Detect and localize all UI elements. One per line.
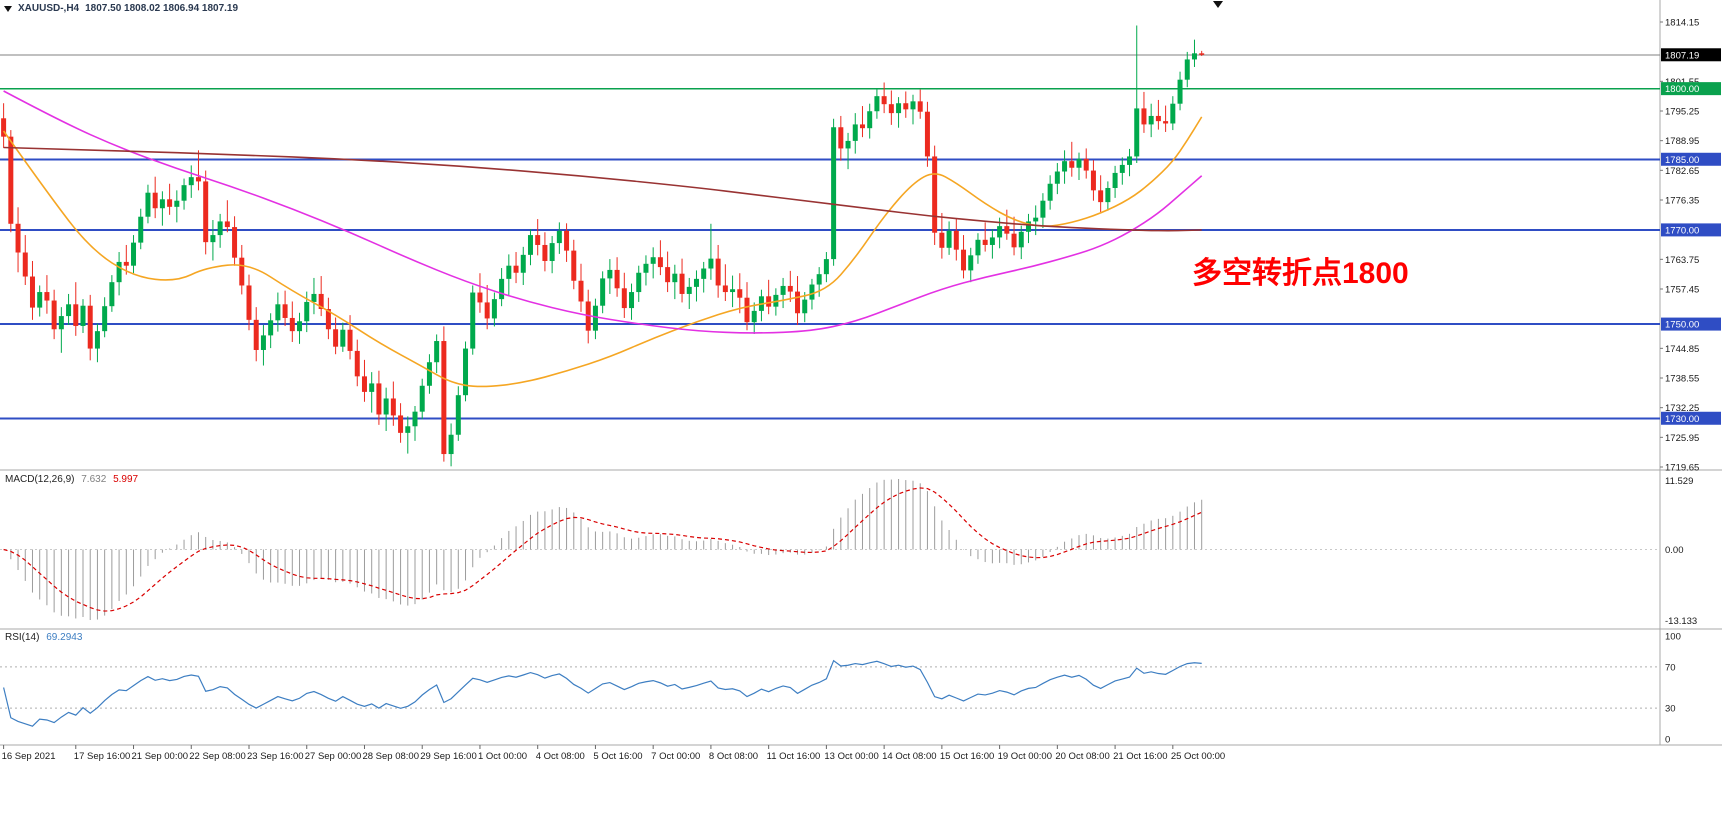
time-label: 11 Oct 16:00 (767, 751, 821, 762)
overlay-ma-fast-orange (2, 116, 1203, 388)
time-label: 25 Oct 00:00 (1171, 751, 1225, 762)
macd-axis-max: 11.529 (1665, 476, 1693, 487)
time-label: 29 Sep 16:00 (420, 751, 477, 762)
price-tag-1807.19 (1661, 48, 1721, 62)
candlesticks (1, 25, 1205, 467)
time-label: 20 Oct 08:00 (1055, 751, 1109, 762)
time-label: 22 Sep 08:00 (189, 751, 246, 762)
chart-annotation-text[interactable]: 多空转折点1800 (1192, 257, 1409, 290)
price-tag-1800.00 (1661, 82, 1721, 96)
chart-title: XAUUSD-,H4 1807.50 1808.02 1806.94 1807.… (4, 3, 238, 14)
price-level-lines[interactable] (0, 87, 1660, 420)
price-tick: 1757.45 (1665, 285, 1699, 296)
macd-main-value: 7.632 (81, 474, 107, 485)
time-label: 21 Sep 00:00 (132, 751, 189, 762)
time-label: 21 Oct 16:00 (1113, 751, 1167, 762)
price-tag-text: 1730.00 (1665, 414, 1699, 425)
time-label: 27 Sep 00:00 (305, 751, 362, 762)
rsi-axis-100: 100 (1665, 632, 1681, 643)
price-tag-1785.00 (1661, 152, 1721, 166)
macd-axis-min: -13.133 (1665, 616, 1697, 627)
macd-signal-value: 5.997 (113, 474, 139, 485)
rsi-axis-30: 30 (1665, 704, 1676, 715)
macd-indicator-label: MACD(12,26,9) 7.632 5.997 (5, 474, 138, 485)
chart-ohlc-values: 1807.50 1808.02 1806.94 1807.19 (85, 3, 239, 14)
symbol-marker-icon[interactable] (4, 5, 12, 12)
time-label: 14 Oct 08:00 (882, 751, 936, 762)
time-label: 23 Sep 16:00 (247, 751, 304, 762)
price-tick: 1763.75 (1665, 255, 1699, 266)
time-label: 1 Oct 00:00 (478, 751, 527, 762)
price-tag-text: 1750.00 (1665, 320, 1699, 331)
chart-shift-marker-icon[interactable] (1213, 1, 1223, 8)
time-label: 7 Oct 00:00 (651, 751, 700, 762)
time-label: 15 Oct 16:00 (940, 751, 994, 762)
chart-symbol-timeframe: XAUUSD-,H4 (18, 3, 80, 14)
rsi-value: 69.2943 (46, 632, 83, 643)
price-tick: 1738.55 (1665, 374, 1699, 385)
price-tag-text: 1807.19 (1665, 50, 1699, 61)
macd-axis-zero: 0.00 (1665, 545, 1684, 556)
time-label: 8 Oct 08:00 (709, 751, 758, 762)
time-label: 28 Sep 08:00 (362, 751, 419, 762)
rsi-axis-70: 70 (1665, 662, 1676, 673)
macd-histogram (10, 479, 1203, 620)
price-tick: 1732.25 (1665, 403, 1699, 414)
overlay-ma-slow-darkred (3, 146, 1202, 232)
rsi-name: RSI(14) (5, 632, 40, 643)
price-tick: 1719.65 (1665, 463, 1699, 474)
price-tag-text: 1770.00 (1665, 225, 1699, 236)
rsi-line (3, 659, 1202, 727)
price-tag-text: 1785.00 (1665, 155, 1699, 166)
price-tick: 1795.25 (1665, 107, 1699, 118)
price-tag-1750.00 (1661, 317, 1721, 331)
price-tick: 1788.95 (1665, 136, 1699, 147)
time-label: 5 Oct 16:00 (593, 751, 642, 762)
time-label: 13 Oct 00:00 (824, 751, 878, 762)
rsi-indicator-label: RSI(14) 69.2943 (5, 632, 82, 643)
time-axis: 16 Sep 2021 17 Sep 16:00 21 Sep 00:00 22 Se… (2, 745, 1225, 762)
price-tick: 1782.65 (1665, 166, 1699, 177)
price-tick: 1776.35 (1665, 196, 1699, 207)
time-label: 16 Sep 2021 (2, 751, 56, 762)
price-tag-text: 1800.00 (1665, 84, 1699, 95)
price-tag-1730.00 (1661, 411, 1721, 425)
time-label: 4 Oct 08:00 (536, 751, 585, 762)
price-tag-1770.00 (1661, 223, 1721, 237)
macd-signal-line (3, 487, 1202, 612)
rsi-axis-0: 0 (1665, 735, 1670, 746)
time-label: 19 Oct 00:00 (998, 751, 1052, 762)
price-tick: 1744.85 (1665, 344, 1699, 355)
price-tick: 1725.95 (1665, 433, 1699, 444)
price-axis: 1814.151801.551795.251788.951782.651776.… (1660, 18, 1721, 474)
overlay-ma-mid-magenta (3, 90, 1203, 334)
macd-name: MACD(12,26,9) (5, 474, 75, 485)
time-label: 17 Sep 16:00 (74, 751, 131, 762)
price-tick: 1814.15 (1665, 18, 1699, 29)
